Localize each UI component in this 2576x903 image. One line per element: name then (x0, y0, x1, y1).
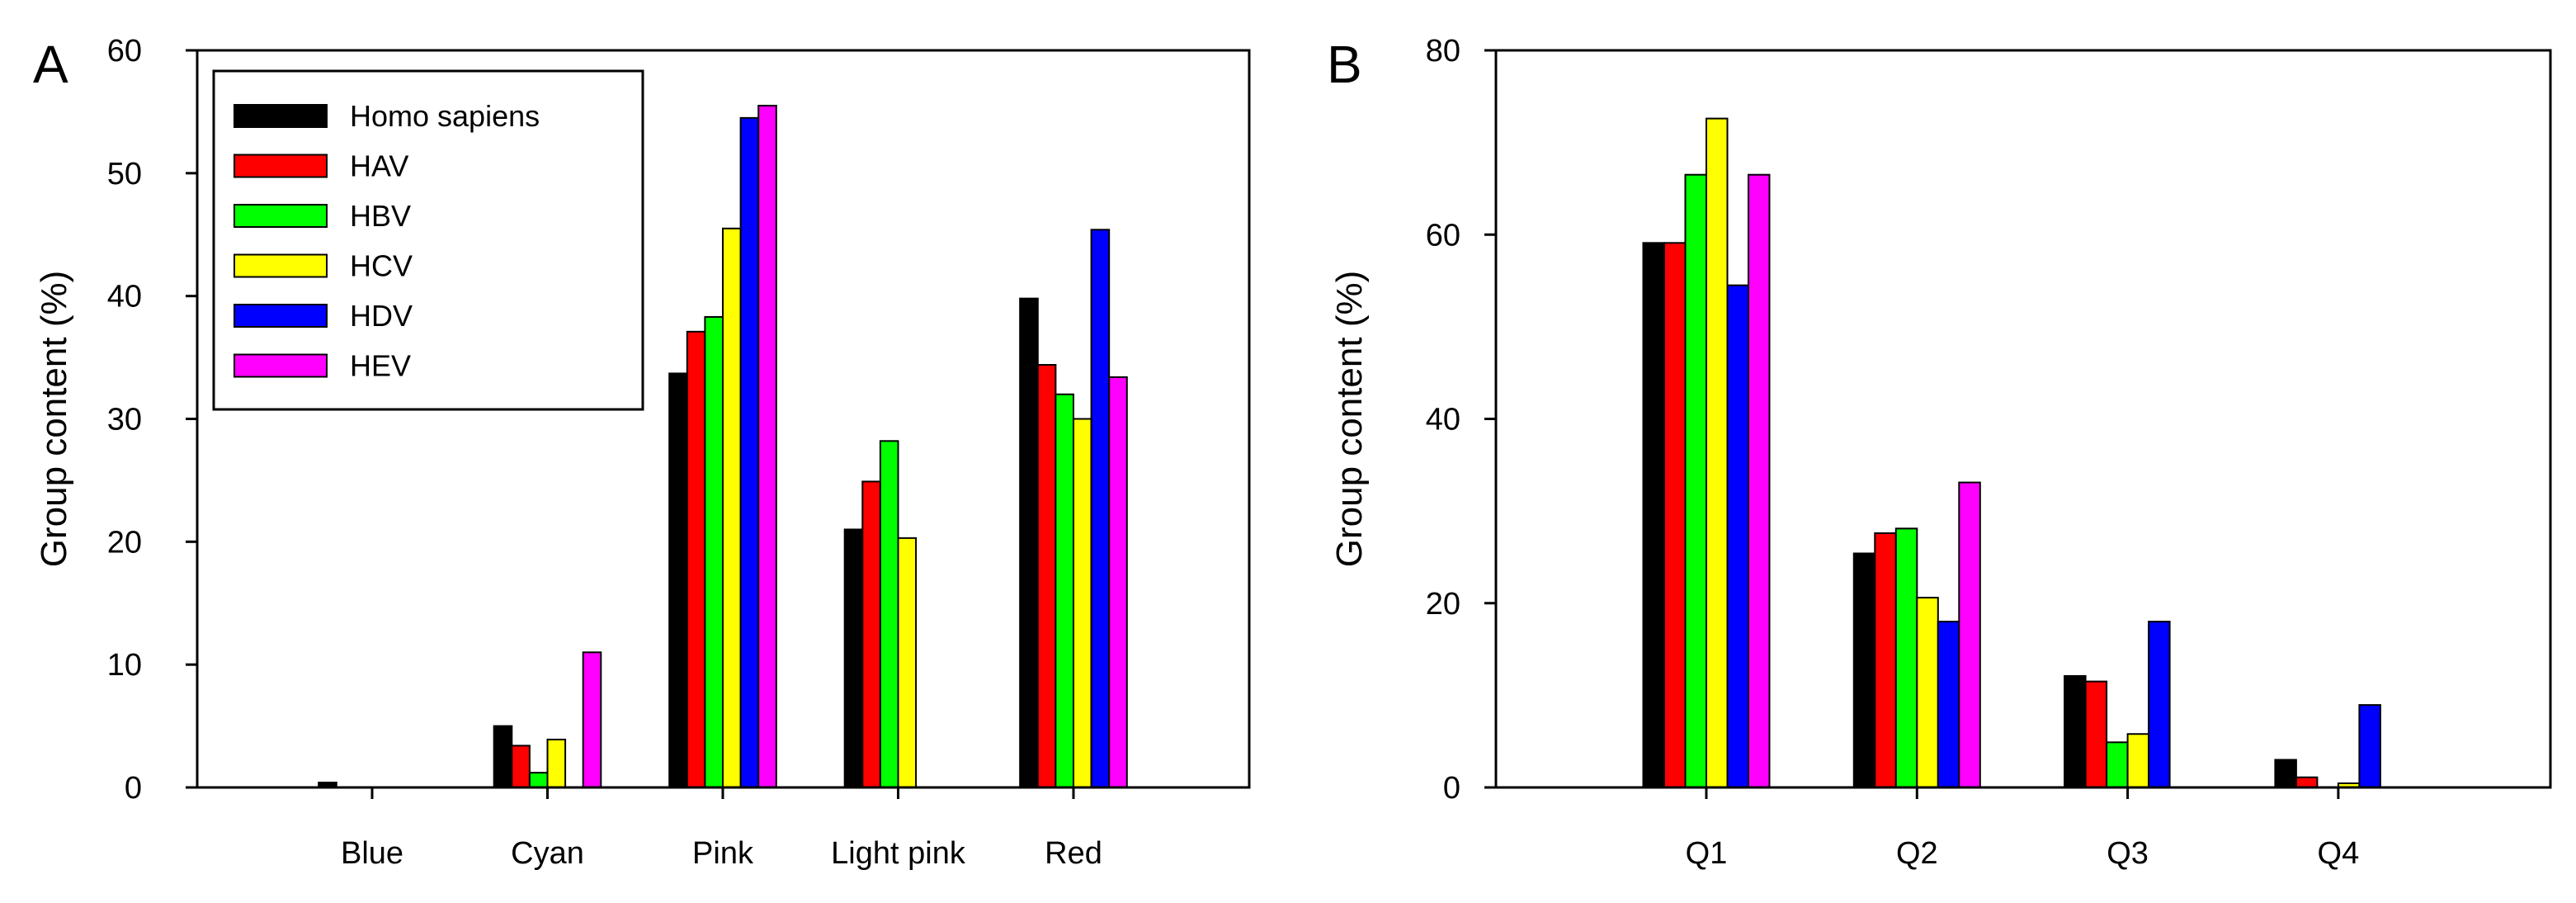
y-tick-label: 60 (107, 34, 142, 69)
bar-q2-hbv (1894, 527, 1918, 788)
x-tick-label: Q1 (1686, 836, 1728, 871)
y-axis-label: Group content (%) (1329, 271, 1370, 568)
bar-red-hav (1036, 364, 1057, 788)
legend-swatch (234, 104, 328, 128)
bar-pink-hbv (704, 315, 724, 788)
y-tick-label: 0 (1443, 771, 1460, 806)
x-tick-label: Pink (692, 836, 754, 871)
bar-red-hbv (1054, 393, 1075, 788)
bar-red-homo-sapiens (1019, 297, 1039, 789)
bar-cyan-hav (511, 745, 531, 788)
bar-light-pink-hcv (897, 537, 918, 788)
legend-label: HDV (350, 299, 413, 333)
bar-q1-hdv (1726, 284, 1749, 788)
x-tick-label: Q4 (2318, 836, 2360, 871)
bar-q3-hdv (2148, 621, 2171, 789)
legend-label: HAV (350, 149, 408, 183)
y-tick-label: 0 (125, 771, 142, 806)
bar-q1-hav (1663, 242, 1687, 788)
legend-swatch (234, 154, 328, 178)
y-tick-label: 10 (107, 648, 142, 683)
panel-b: Q1 Q2 Q3 Q4 0 20 40 60 80 Group content (%) B (1327, 34, 2552, 871)
bar-light-pink-homo-sapiens (843, 528, 864, 788)
x-tick-label: Light pink (831, 836, 966, 871)
bar-q2-hav (1874, 532, 1897, 788)
bar-pink-homo-sapiens (668, 372, 688, 788)
bar-q2-hev (1958, 481, 1981, 788)
bar-cyan-hbv (528, 772, 549, 789)
x-tick-label: Cyan (511, 836, 584, 871)
legend-label: HCV (350, 249, 413, 283)
legend-swatch (234, 304, 328, 328)
legend-label: HBV (350, 199, 411, 233)
y-tick-label: 40 (107, 280, 142, 314)
bar-pink-hdv (739, 116, 760, 788)
y-tick-label: 30 (107, 403, 142, 437)
bar-q4-hav (2295, 776, 2319, 789)
bar-pink-hcv (722, 227, 742, 788)
legend-swatch (234, 353, 328, 378)
bar-red-hcv (1073, 418, 1092, 788)
bar-cyan-homo-sapiens (493, 725, 513, 788)
bar-cyan-hcv (546, 738, 567, 789)
bar-q1-hbv (1684, 173, 1707, 789)
legend-swatch (234, 253, 328, 278)
bar-q4-hdv (2358, 704, 2381, 789)
bar-pink-hev (757, 104, 777, 789)
bar-q2-hcv (1916, 597, 1939, 788)
bar-light-pink-hav (861, 480, 881, 789)
bar-q2-hdv (1937, 621, 1960, 789)
bar-red-hdv (1090, 229, 1111, 788)
bar-cyan-hev (582, 651, 602, 788)
legend-swatch (234, 204, 328, 228)
y-tick-label: 40 (1426, 403, 1460, 437)
panel-a: Blue Cyan Pink Light pink Red 0 10 20 30 40 50 60 Gr… (33, 34, 1251, 871)
bar-q3-hav (2084, 680, 2108, 788)
bar-q1-hcv (1706, 117, 1729, 789)
bar-q3-hbv (2106, 741, 2129, 789)
panel-label: B (1327, 35, 1362, 94)
y-tick-label: 60 (1426, 218, 1460, 253)
bar-light-pink-hbv (879, 440, 899, 788)
bar-q2-homo-sapiens (1852, 552, 1876, 788)
bar-q1-hev (1748, 173, 1771, 789)
y-tick-label: 20 (1426, 587, 1460, 622)
x-tick-label: Q3 (2107, 836, 2149, 871)
panel-label: A (33, 35, 68, 94)
x-tick-label: Blue (341, 836, 403, 871)
bar-red-hev (1108, 376, 1128, 788)
bar-q3-hcv (2126, 733, 2150, 789)
y-axis-label: Group content (%) (34, 271, 74, 568)
x-tick-label: Q2 (1896, 836, 1938, 871)
bar-pink-hav (686, 330, 706, 789)
legend-label: HEV (350, 349, 411, 383)
bar-q3-homo-sapiens (2064, 674, 2087, 789)
bar-q4-homo-sapiens (2274, 759, 2297, 789)
y-tick-label: 50 (107, 157, 142, 191)
x-tick-label: Red (1045, 836, 1102, 871)
bar-q1-homo-sapiens (1642, 242, 1665, 788)
y-tick-label: 20 (107, 525, 142, 560)
y-tick-label: 80 (1426, 34, 1460, 69)
legend-label: Homo sapiens (350, 99, 540, 133)
legend: Homo sapiens HAV HBV HCV HDV HEV (212, 69, 644, 411)
